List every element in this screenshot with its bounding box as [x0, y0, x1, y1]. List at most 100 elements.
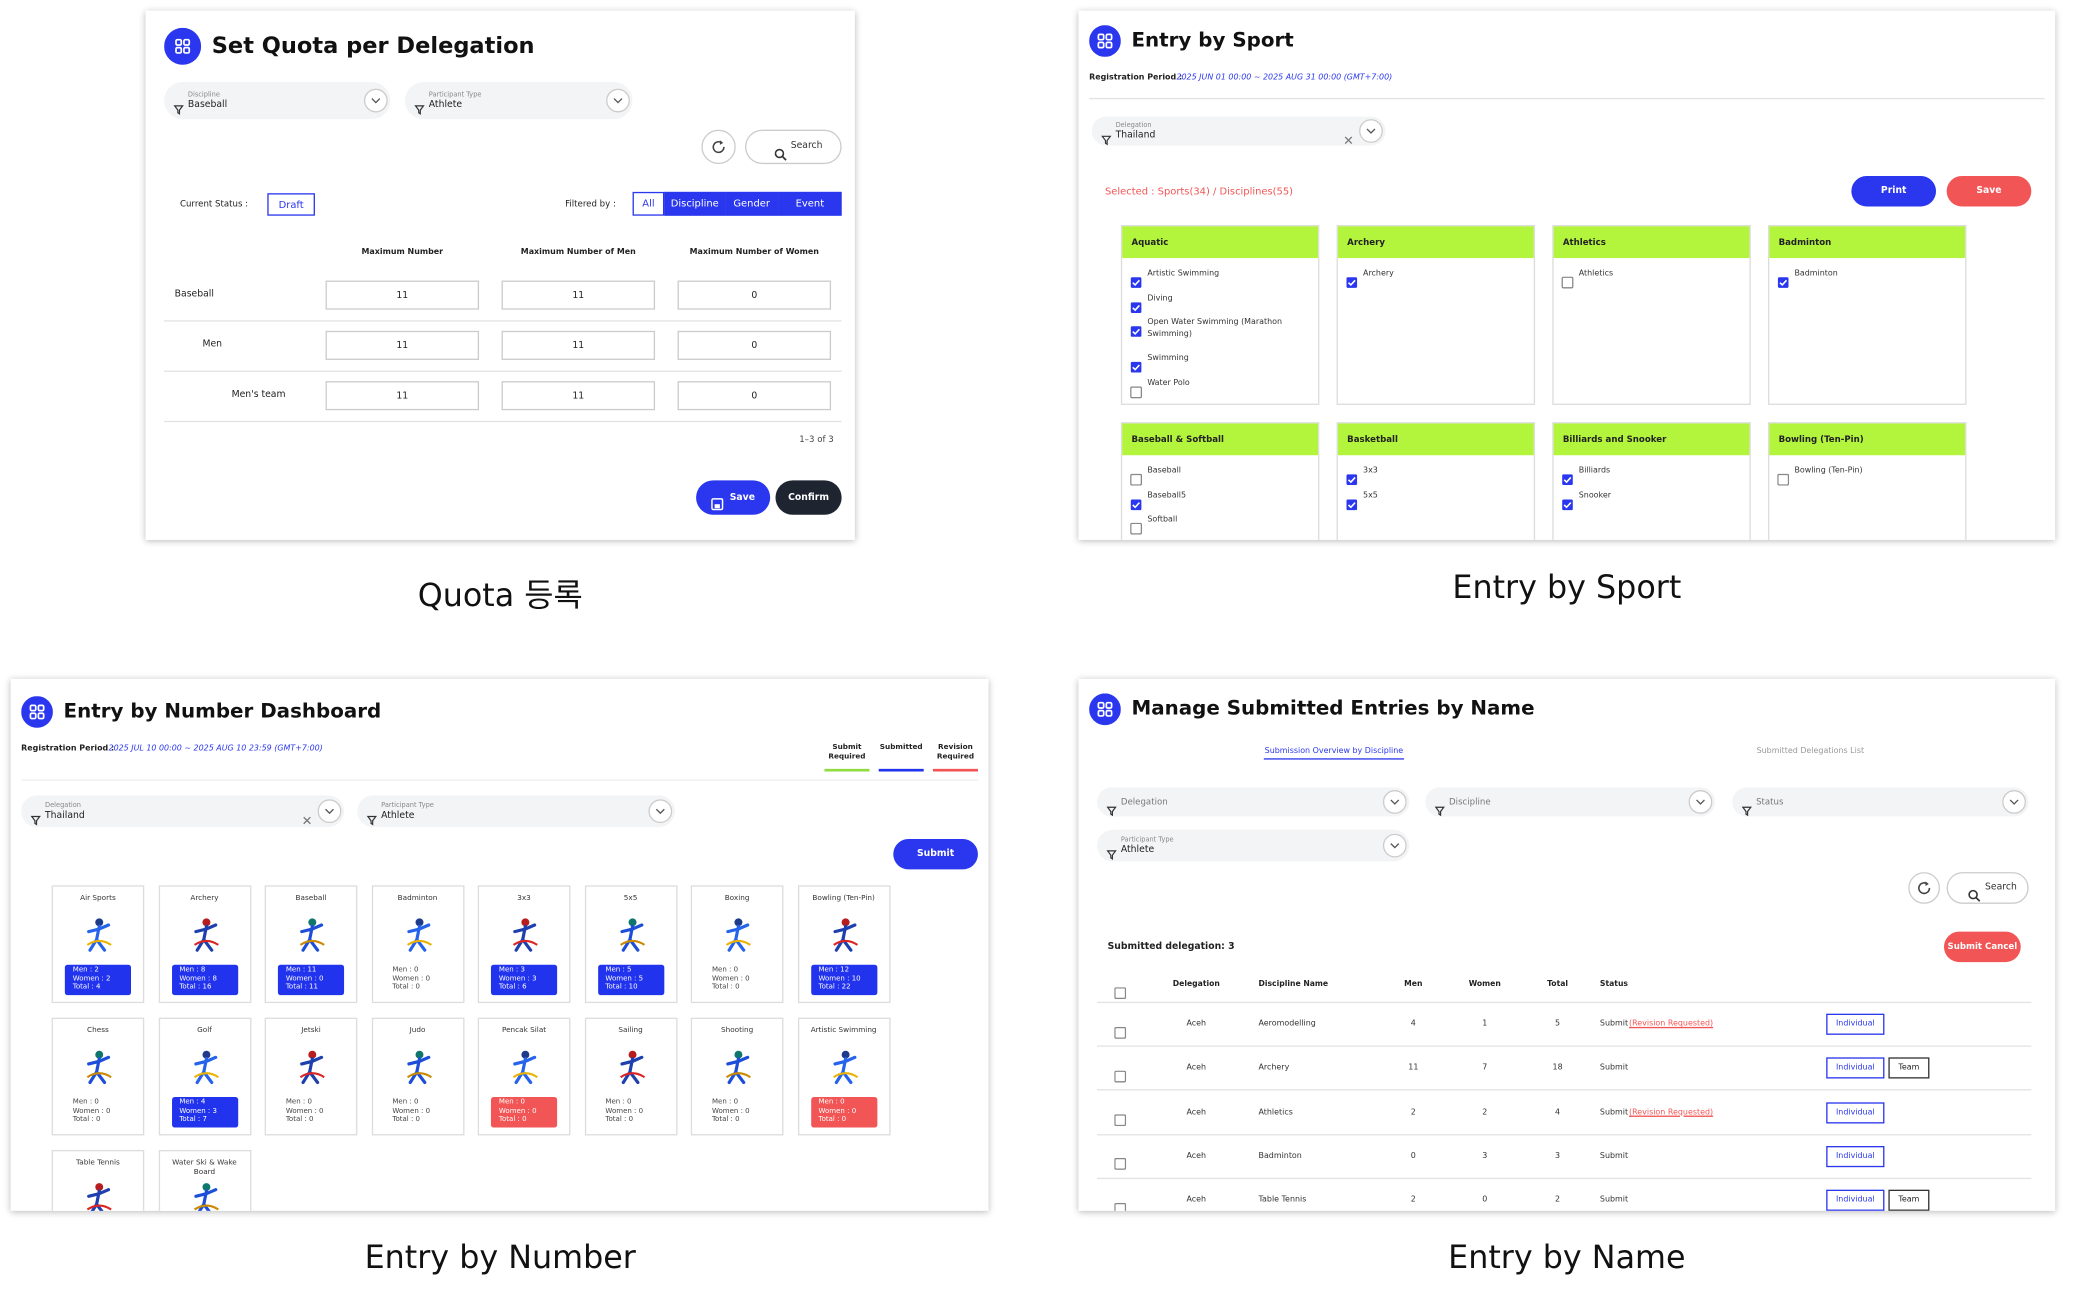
checkbox[interactable]	[1561, 269, 1574, 289]
refresh-button[interactable]	[1908, 872, 1941, 904]
entry-button[interactable]: Individual	[1826, 1013, 1885, 1035]
button[interactable]: Print	[1851, 176, 1937, 207]
filter-field[interactable]: Delegation Thailand	[1091, 116, 1386, 146]
sport-tile[interactable]: Archery Men : 8 Women : 8 Total : 16	[158, 885, 251, 1004]
checkbox[interactable]	[1130, 490, 1142, 510]
sport-tile[interactable]: Judo Men : 0 Women : 0 Total : 0	[371, 1017, 464, 1136]
dropdown-toggle[interactable]	[1688, 790, 1713, 814]
dropdown-toggle[interactable]	[648, 799, 673, 824]
dropdown-toggle[interactable]	[363, 88, 388, 113]
checkbox[interactable]	[1562, 466, 1574, 486]
clear-button[interactable]	[1343, 126, 1354, 145]
quota-input[interactable]: 11	[501, 330, 656, 360]
filter-field[interactable]: Participant Type Athlete	[404, 82, 633, 120]
checkbox[interactable]	[1346, 269, 1358, 288]
dropdown-toggle[interactable]	[1382, 790, 1407, 814]
dropdown-toggle[interactable]	[2002, 790, 2027, 814]
sport-tile[interactable]: Golf Men : 4 Women : 3 Total : 7	[158, 1017, 251, 1136]
quota-input[interactable]: 11	[325, 381, 480, 411]
filter-field[interactable]: Discipline Baseball	[164, 82, 391, 120]
dropdown-toggle[interactable]	[1382, 833, 1407, 858]
filter-field[interactable]: Discipline	[1425, 787, 1716, 817]
checkbox[interactable]	[1114, 1106, 1127, 1127]
quota-input[interactable]: 0	[677, 330, 832, 360]
entry-count: Men : 11	[285, 966, 317, 974]
page-title: Set Quota per Delegation	[211, 33, 535, 60]
sport-tile[interactable]: Shooting Men : 0 Women : 0 Total : 0	[690, 1017, 784, 1136]
checkbox[interactable]	[1130, 318, 1142, 337]
sport-card-header: Badminton	[1769, 226, 1966, 259]
dropdown-toggle[interactable]	[606, 88, 630, 113]
sport-tile[interactable]: 5x5 Men : 5 Women : 5 Total : 10	[584, 885, 677, 1004]
sport-tile[interactable]: Boxing Men : 0 Women : 0 Total : 0	[690, 885, 784, 1004]
filter-field[interactable]: Delegation Thailand	[21, 795, 345, 828]
sport-tile[interactable]: Chess Men : 0 Women : 0 Total : 0	[51, 1017, 145, 1136]
quota-input[interactable]: 11	[325, 280, 480, 310]
filter-field[interactable]: Participant Type Athlete	[357, 795, 675, 828]
filter-tab[interactable]: Discipline	[664, 191, 726, 216]
filter-tab[interactable]: Event	[778, 191, 842, 216]
checkbox[interactable]	[1114, 979, 1127, 1000]
checkbox[interactable]	[1130, 293, 1142, 313]
period: 2025 JUL 10 00:00 ~ 2025 AUG 10 23:59 (G…	[108, 743, 323, 754]
entry-button[interactable]: Individual	[1826, 1057, 1885, 1079]
dropdown-toggle[interactable]	[317, 799, 342, 824]
filter-field[interactable]: Delegation	[1097, 787, 1410, 817]
quota-input[interactable]: 11	[325, 330, 480, 360]
checkbox[interactable]	[1130, 515, 1143, 535]
button[interactable]: Save	[696, 480, 771, 515]
sport-tile[interactable]: Artistic Swimming Men : 0 Women : 0 Total :…	[797, 1017, 890, 1136]
dropdown-toggle[interactable]	[1359, 119, 1383, 143]
checkbox[interactable]	[1346, 466, 1358, 486]
checkbox[interactable]	[1777, 466, 1790, 486]
sport-tile[interactable]: 3x3 Men : 3 Women : 3 Total : 6	[477, 885, 571, 1004]
sport-tile[interactable]: Sailing Men : 0 Women : 0 Total : 0	[584, 1017, 677, 1136]
entry-count: Men : 0	[605, 1098, 632, 1107]
sport-tile[interactable]: Bowling (Ten-Pin) Men : 12 Women : 10 Total…	[797, 885, 890, 1004]
checkbox[interactable]	[1114, 1150, 1127, 1171]
sport-tile[interactable]: Pencak Silat Men : 0 Women : 0 Total : 0	[477, 1017, 571, 1136]
button[interactable]: Confirm	[775, 480, 842, 515]
checkbox[interactable]	[1114, 1195, 1127, 1211]
entry-button[interactable]: Team	[1888, 1057, 1930, 1079]
entry-button[interactable]: Individual	[1826, 1189, 1885, 1211]
sport-tile[interactable]: Badminton Men : 0 Women : 0 Total : 0	[371, 885, 464, 1004]
filter-tab[interactable]: All	[632, 191, 665, 216]
sport-tile[interactable]: Jetski Men : 0 Women : 0 Total : 0	[264, 1017, 358, 1136]
checkbox[interactable]	[1346, 490, 1358, 510]
checkbox[interactable]	[1130, 466, 1143, 486]
button[interactable]: Save	[1946, 176, 2032, 207]
checkbox[interactable]	[1114, 1018, 1127, 1039]
checkbox[interactable]	[1130, 269, 1142, 288]
filter-tab[interactable]: Gender	[725, 191, 779, 216]
quota-input[interactable]: 0	[677, 381, 832, 411]
quota-input[interactable]: 11	[501, 381, 656, 411]
button[interactable]: Submit	[893, 838, 978, 870]
sport-tile[interactable]: Table Tennis	[51, 1149, 145, 1211]
entry-count: Men : 8	[179, 966, 206, 974]
sport-tile[interactable]: Air Sports Men : 2 Women : 2 Total : 4	[51, 885, 145, 1004]
quota-input[interactable]: 11	[501, 280, 656, 310]
quota-input[interactable]: 0	[677, 280, 832, 310]
filter-field[interactable]: Status	[1732, 787, 2029, 817]
clear-button[interactable]	[302, 806, 313, 825]
checkbox[interactable]	[1114, 1062, 1127, 1083]
sport-tile[interactable]: Water Ski & Wake Board	[158, 1149, 251, 1211]
cell: 3	[1482, 1151, 1488, 1161]
sport-pictogram	[612, 1048, 652, 1085]
entry-count: Women : 0	[285, 974, 324, 983]
refresh-button[interactable]	[701, 129, 736, 165]
entry-button[interactable]: Individual	[1826, 1101, 1885, 1123]
entry-button[interactable]: Team	[1888, 1189, 1930, 1211]
button[interactable]: Submit Cancel	[1943, 931, 2021, 963]
checkbox[interactable]	[1777, 269, 1789, 288]
checkbox[interactable]	[1130, 353, 1142, 373]
entry-button[interactable]: Individual	[1826, 1145, 1885, 1168]
search-button[interactable]: Search	[1946, 872, 2029, 904]
search-button[interactable]: Search	[745, 129, 842, 165]
checkbox[interactable]	[1562, 490, 1574, 510]
checkbox[interactable]	[1130, 378, 1143, 398]
sport-tile[interactable]: Baseball Men : 11 Women : 0 Total : 11	[264, 885, 358, 1004]
entry-count: Men : 4	[179, 1098, 206, 1107]
filter-field[interactable]: Participant Type Athlete	[1097, 829, 1410, 862]
